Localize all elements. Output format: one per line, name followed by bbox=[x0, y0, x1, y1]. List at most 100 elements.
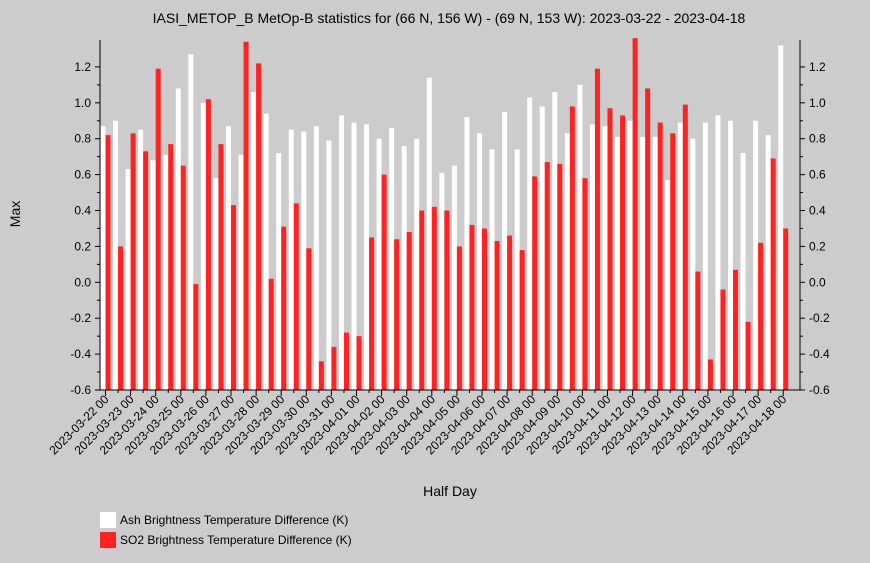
so2-bar bbox=[544, 162, 550, 390]
y-tick-label-left: 1.0 bbox=[74, 96, 91, 110]
y-tick-label-right: 0.2 bbox=[809, 239, 826, 253]
y-tick-label-left: 0.4 bbox=[74, 204, 91, 218]
y-tick-label-left: -0.4 bbox=[70, 347, 91, 361]
y-tick-label-left: 0.2 bbox=[74, 239, 91, 253]
so2-bar bbox=[293, 203, 299, 390]
ash-bar bbox=[113, 120, 119, 391]
ash-bar bbox=[615, 136, 621, 390]
ash-bar bbox=[326, 140, 332, 390]
so2-bar bbox=[218, 144, 224, 390]
ash-bar bbox=[313, 126, 319, 391]
ash-bar bbox=[276, 153, 282, 390]
ash-bar bbox=[627, 120, 633, 391]
so2-bar bbox=[456, 246, 462, 390]
ash-bar bbox=[125, 169, 131, 390]
ash-bar bbox=[564, 133, 570, 391]
so2-bar bbox=[594, 68, 600, 390]
y-tick-label-left: 0.0 bbox=[74, 275, 91, 289]
so2-bar bbox=[231, 205, 236, 390]
chart-title: IASI_METOP_B MetOp-B statistics for (66 … bbox=[153, 10, 746, 26]
ash-bar bbox=[728, 120, 733, 391]
y-tick-label-right: 0.0 bbox=[809, 275, 826, 289]
so2-bar bbox=[331, 346, 337, 390]
ash-bar bbox=[464, 117, 470, 390]
so2-bar bbox=[105, 135, 111, 390]
so2-bar bbox=[343, 332, 349, 390]
ash-bar bbox=[514, 149, 520, 390]
ash-bar bbox=[288, 129, 294, 390]
so2-bar bbox=[532, 176, 538, 390]
bars-group bbox=[100, 38, 789, 391]
so2-bar bbox=[281, 226, 287, 390]
axes-group: -0.6 -0.6 -0.4 -0.4 -0.2 -0.2 0.0 0.0 0.2 0.2 0.4 0… bbox=[47, 40, 830, 457]
so2-bar bbox=[670, 133, 676, 391]
ash-bar bbox=[351, 122, 357, 391]
ash-bar bbox=[100, 126, 106, 391]
y-tick-label-right: -0.2 bbox=[809, 311, 830, 325]
ash-bar bbox=[138, 129, 144, 390]
ash-bar bbox=[652, 136, 658, 390]
y-tick-label-left: -0.2 bbox=[70, 311, 91, 325]
so2-bar bbox=[318, 361, 324, 390]
ash-bar bbox=[715, 115, 721, 390]
ash-bar bbox=[690, 138, 696, 390]
so2-bar bbox=[569, 106, 575, 391]
x-axis-label: Half Day bbox=[423, 483, 477, 499]
ash-bar bbox=[527, 97, 533, 390]
ash-bar bbox=[200, 102, 206, 391]
so2-bar bbox=[482, 228, 487, 390]
so2-bar bbox=[168, 144, 174, 390]
ash-bar bbox=[665, 180, 671, 390]
ash-bar bbox=[778, 45, 784, 391]
ash-bar bbox=[163, 154, 169, 390]
ash-bar bbox=[238, 154, 244, 390]
ash-bar bbox=[439, 172, 445, 390]
ash-bar bbox=[577, 84, 583, 390]
so2-bar bbox=[745, 321, 751, 390]
so2-bar bbox=[394, 239, 400, 390]
ash-bar bbox=[539, 106, 545, 391]
legend-label-so2: SO2 Brightness Temperature Difference (K… bbox=[120, 533, 352, 547]
y-axis-label: Max bbox=[7, 201, 23, 227]
ash-bar bbox=[401, 145, 407, 390]
so2-bar bbox=[783, 228, 789, 390]
so2-bar bbox=[180, 165, 186, 390]
ash-bar bbox=[702, 122, 708, 391]
so2-bar bbox=[130, 133, 136, 391]
y-tick-label-right: 1.2 bbox=[809, 60, 826, 74]
ash-bar bbox=[364, 124, 370, 390]
ash-bar bbox=[640, 136, 646, 390]
so2-bar bbox=[431, 206, 437, 390]
so2-bar bbox=[243, 41, 249, 391]
so2-bar bbox=[369, 237, 375, 390]
so2-bar bbox=[632, 38, 638, 390]
ash-bar bbox=[175, 88, 181, 390]
ash-bar bbox=[502, 111, 508, 391]
so2-bar bbox=[682, 104, 688, 390]
ash-bar bbox=[251, 92, 257, 391]
ash-bar bbox=[451, 165, 457, 390]
ash-bar bbox=[740, 153, 746, 390]
so2-bar bbox=[494, 241, 500, 390]
so2-bar bbox=[557, 163, 563, 390]
ash-bar bbox=[589, 124, 595, 390]
so2-bar bbox=[657, 122, 663, 391]
ash-bar bbox=[414, 138, 420, 390]
so2-bar bbox=[720, 289, 726, 390]
y-tick-label-left: 1.2 bbox=[74, 60, 91, 74]
legend-label-ash: Ash Brightness Temperature Difference (K… bbox=[120, 513, 348, 527]
so2-bar bbox=[193, 284, 199, 390]
so2-bar bbox=[519, 250, 525, 390]
so2-bar bbox=[205, 99, 211, 390]
ash-bar bbox=[150, 160, 156, 390]
ash-bar bbox=[226, 126, 231, 391]
ash-bar bbox=[753, 120, 759, 391]
so2-bar bbox=[118, 246, 124, 390]
so2-bar bbox=[582, 178, 588, 390]
y-tick-label-right: 0.8 bbox=[809, 132, 826, 146]
ash-bar bbox=[188, 54, 194, 390]
so2-bar bbox=[406, 232, 412, 390]
so2-bar bbox=[256, 63, 262, 390]
ash-bar bbox=[477, 133, 482, 391]
